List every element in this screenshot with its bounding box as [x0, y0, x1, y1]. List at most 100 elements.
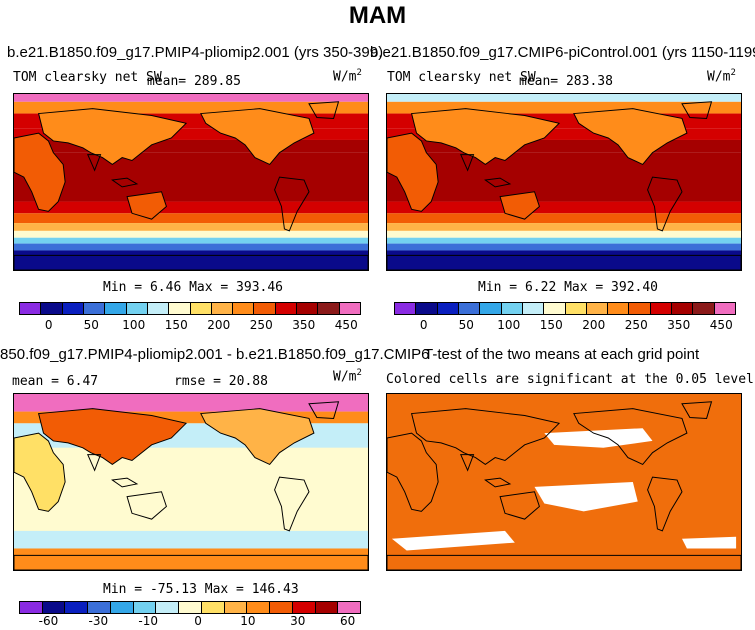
colorbar-swatch	[437, 303, 459, 314]
colorbar-swatch	[522, 303, 545, 314]
colorbar-tick-label: 0	[419, 318, 428, 332]
colorbar-swatch	[714, 303, 735, 314]
colorbar-swatch	[211, 303, 234, 314]
colorbar-tick-label: 50	[458, 318, 474, 332]
panel3-title-clip: b.e21.B1850.f09_g17.PMIP4-pliomip2.001 -…	[0, 346, 430, 366]
colorbar-swatch	[544, 303, 566, 314]
coastline	[387, 132, 439, 212]
colorbar-tick-label: 100	[497, 318, 521, 332]
colorbar-swatch	[133, 602, 157, 613]
map-plot	[387, 94, 741, 270]
colorbar-swatch	[501, 303, 523, 314]
map-band	[14, 152, 368, 202]
colorbar-tick-label: 30	[290, 614, 306, 628]
map-band	[14, 201, 368, 214]
map-band	[387, 213, 741, 224]
map-band	[387, 230, 741, 238]
land-north-america	[200, 408, 314, 465]
land-africa	[14, 433, 66, 512]
map-band	[14, 230, 368, 238]
coastline	[410, 108, 561, 165]
colorbar-swatch	[650, 303, 673, 314]
land-africa	[14, 133, 66, 212]
land-australia	[500, 191, 540, 220]
panel3-map	[13, 393, 369, 571]
land-asia	[38, 108, 187, 165]
map-band	[14, 250, 368, 270]
map-plot	[14, 394, 368, 570]
colorbar-tick-label: -60	[38, 614, 59, 628]
colorbar-swatch	[147, 303, 170, 314]
coastline	[37, 408, 188, 465]
panel3-colorbar	[19, 601, 361, 614]
map-band	[387, 101, 741, 114]
colorbar-swatch	[156, 602, 180, 613]
panel3-units: W/m2	[333, 368, 362, 385]
land-asia	[411, 108, 560, 165]
colorbar-swatch	[339, 303, 360, 314]
panel4-map	[386, 393, 742, 571]
non-significant-region	[544, 428, 653, 448]
colorbar-tick-label: 0	[194, 614, 202, 628]
colorbar-swatch	[233, 303, 255, 314]
coastline	[14, 132, 66, 212]
map-band	[387, 94, 741, 102]
colorbar-swatch	[105, 303, 127, 314]
map-band	[387, 201, 741, 214]
panel3-minmax: Min = -75.13 Max = 146.43	[103, 582, 299, 597]
map-band	[387, 250, 741, 270]
colorbar-swatch	[62, 303, 84, 314]
colorbar-tick-label: 450	[334, 318, 358, 332]
coastline	[387, 254, 741, 270]
non-significant-region	[391, 530, 515, 551]
non-significant-region	[534, 482, 638, 512]
coastline	[459, 454, 475, 472]
colorbar-swatch	[458, 303, 481, 314]
colorbar-tick-label: 250	[249, 318, 273, 332]
panel1-colorbar	[19, 302, 361, 315]
map-band	[14, 223, 368, 231]
coastline	[200, 408, 315, 466]
map-plot	[387, 394, 741, 570]
coastline	[37, 108, 188, 165]
panel4-subtitle: Colored cells are significant at the 0.0…	[386, 372, 754, 387]
map-band	[14, 94, 368, 102]
coastline	[387, 432, 439, 512]
map-band-south	[14, 530, 368, 549]
colorbar-tick-label: -30	[88, 614, 109, 628]
colorbar-tick-label: 150	[164, 318, 188, 332]
colorbar-swatch	[41, 303, 63, 314]
coastline	[111, 177, 139, 188]
panel3-mean: mean = 6.47	[12, 374, 99, 389]
colorbar-swatch	[42, 602, 66, 613]
panel1-units: W/m2	[333, 68, 362, 85]
panel2-minmax: Min = 6.22 Max = 392.40	[478, 280, 659, 295]
coastline	[499, 491, 540, 520]
coastline	[126, 491, 167, 520]
colorbar-swatch	[224, 602, 248, 613]
land-australia	[127, 191, 167, 220]
coastline	[573, 408, 688, 466]
colorbar-tick-label: 10	[240, 614, 256, 628]
map-band	[387, 237, 741, 244]
colorbar-tick-label: 200	[207, 318, 231, 332]
coastline	[410, 408, 561, 465]
colorbar-swatch	[672, 303, 694, 314]
colorbar-swatch	[586, 303, 609, 314]
panel4-title: T-test of the two means at each grid poi…	[424, 346, 700, 363]
colorbar-tick-label: 0	[44, 318, 53, 332]
coastline	[647, 476, 683, 532]
colorbar-swatch	[297, 303, 319, 314]
colorbar-swatch	[20, 602, 43, 613]
coastline	[86, 454, 102, 472]
coastline	[111, 477, 139, 488]
coastline	[681, 101, 713, 119]
panel3-rmse: rmse = 20.88	[174, 374, 268, 389]
colorbar-swatch	[179, 602, 202, 613]
land-asia	[38, 408, 187, 465]
colorbar-tick-label: 100	[122, 318, 146, 332]
panel1-mean: mean= 289.85	[147, 74, 241, 89]
colorbar-tick-label: 350	[292, 318, 316, 332]
land-africa	[387, 133, 439, 212]
coastline	[200, 108, 315, 166]
